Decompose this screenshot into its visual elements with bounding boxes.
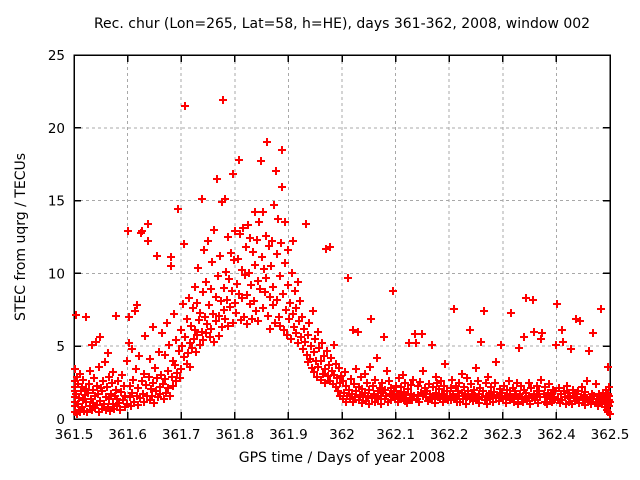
x-tick-label: 362.3 xyxy=(483,427,522,443)
y-tick-label: 10 xyxy=(48,266,65,282)
y-tick-label: 15 xyxy=(48,194,65,210)
x-tick-label: 362.5 xyxy=(591,427,630,443)
x-tick-label: 362.2 xyxy=(430,427,469,443)
y-tick-label: 5 xyxy=(56,339,65,355)
scatter-points xyxy=(71,96,614,418)
x-tick-label: 362 xyxy=(329,427,355,443)
x-tick-label: 362.4 xyxy=(537,427,576,443)
y-tick-label: 0 xyxy=(56,412,65,428)
y-tick-label: 25 xyxy=(48,48,65,64)
axis-ticks xyxy=(73,54,611,420)
x-tick-label: 362.1 xyxy=(376,427,415,443)
x-tick-label: 361.7 xyxy=(162,427,201,443)
x-tick-label: 361.8 xyxy=(215,427,254,443)
y-tick-label: 20 xyxy=(48,121,65,137)
x-tick-label: 361.5 xyxy=(55,427,94,443)
x-tick-label: 361.9 xyxy=(269,427,308,443)
x-axis-label: GPS time / Days of year 2008 xyxy=(238,450,446,466)
x-tick-label: 361.6 xyxy=(108,427,147,443)
page-title: Rec. chur (Lon=265, Lat=58, h=HE), days … xyxy=(93,16,591,32)
grid-lines xyxy=(74,55,610,419)
